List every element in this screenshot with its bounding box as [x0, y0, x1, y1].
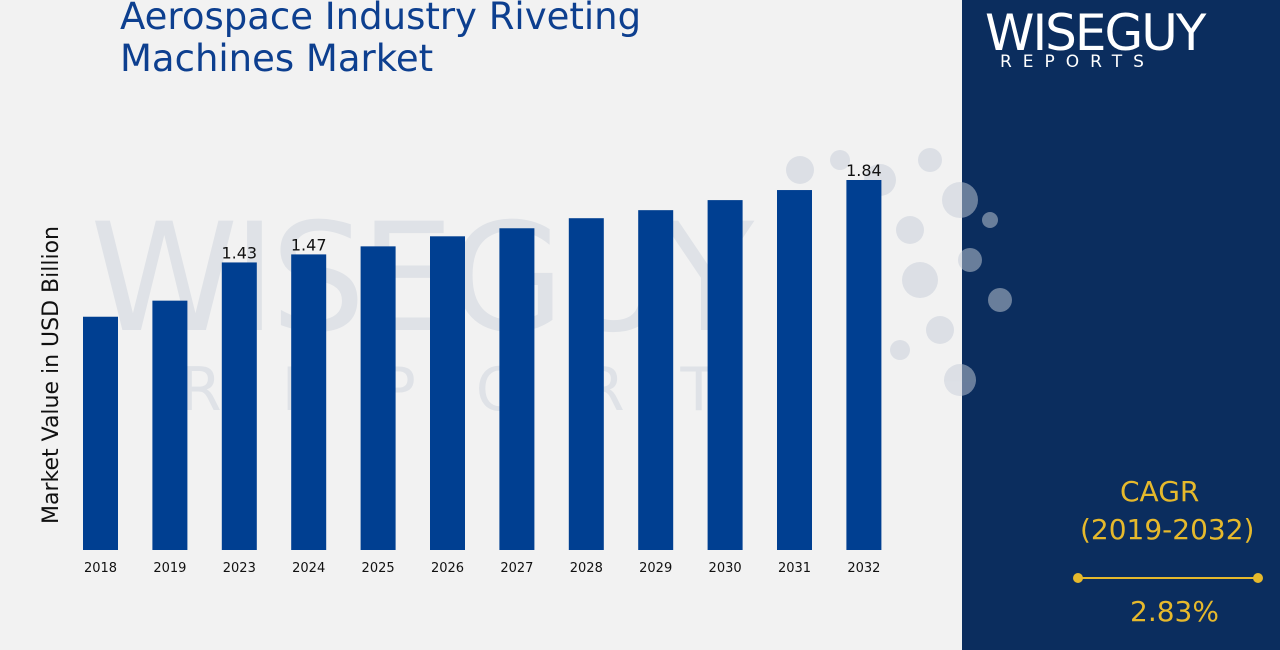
cagr-divider-dot-right	[1253, 573, 1263, 583]
bar-2019	[152, 300, 188, 550]
bar-2026	[430, 236, 465, 550]
bar-2027	[499, 228, 535, 550]
x-tick-label-2030: 2030	[709, 561, 742, 576]
bar-2024	[291, 254, 327, 551]
x-tick-label-2023: 2023	[223, 561, 256, 576]
x-tick-label-2024: 2024	[292, 561, 325, 576]
y-axis-label: Market Value in USD Billion	[39, 226, 64, 524]
bar-2030	[707, 200, 743, 550]
cagr-divider	[1078, 577, 1258, 579]
cagr-period: (2019-2032)	[1080, 513, 1255, 546]
bar-chart: Market Value in USD Billion 2018 2019 2023 1…	[39, 161, 882, 576]
brand-logo: WISEGUY	[985, 4, 1206, 62]
data-label-2023: 1.43	[221, 243, 257, 262]
x-tick-label-2029: 2029	[639, 561, 672, 576]
x-tick-label-2018: 2018	[84, 561, 117, 576]
bar-2025	[360, 246, 396, 550]
cagr-label: CAGR	[1120, 475, 1200, 508]
brand-logo-subtitle: REPORTS	[1000, 52, 1155, 72]
bar-2031	[777, 190, 812, 550]
bar-2018	[83, 316, 118, 550]
data-label-2032: 1.84	[846, 161, 882, 180]
bar-2029	[638, 210, 674, 551]
bar-2032	[846, 180, 882, 550]
cagr-divider-dot-left	[1073, 573, 1083, 583]
bar-2028	[568, 218, 604, 550]
x-tick-label-2028: 2028	[570, 561, 603, 576]
x-tick-label-2025: 2025	[362, 561, 395, 576]
x-tick-label-2031: 2031	[778, 561, 811, 576]
x-tick-label-2032: 2032	[847, 561, 880, 576]
x-tick-label-2027: 2027	[500, 561, 533, 576]
bar-2023	[221, 262, 257, 550]
chart-title: Aerospace Industry Riveting Machines Mar…	[120, 0, 642, 80]
x-tick-label-2026: 2026	[431, 561, 464, 576]
right-panel	[962, 0, 1280, 650]
x-tick-label-2019: 2019	[153, 561, 186, 576]
data-label-2024: 1.47	[291, 235, 327, 254]
cagr-value: 2.83%	[1130, 595, 1219, 628]
